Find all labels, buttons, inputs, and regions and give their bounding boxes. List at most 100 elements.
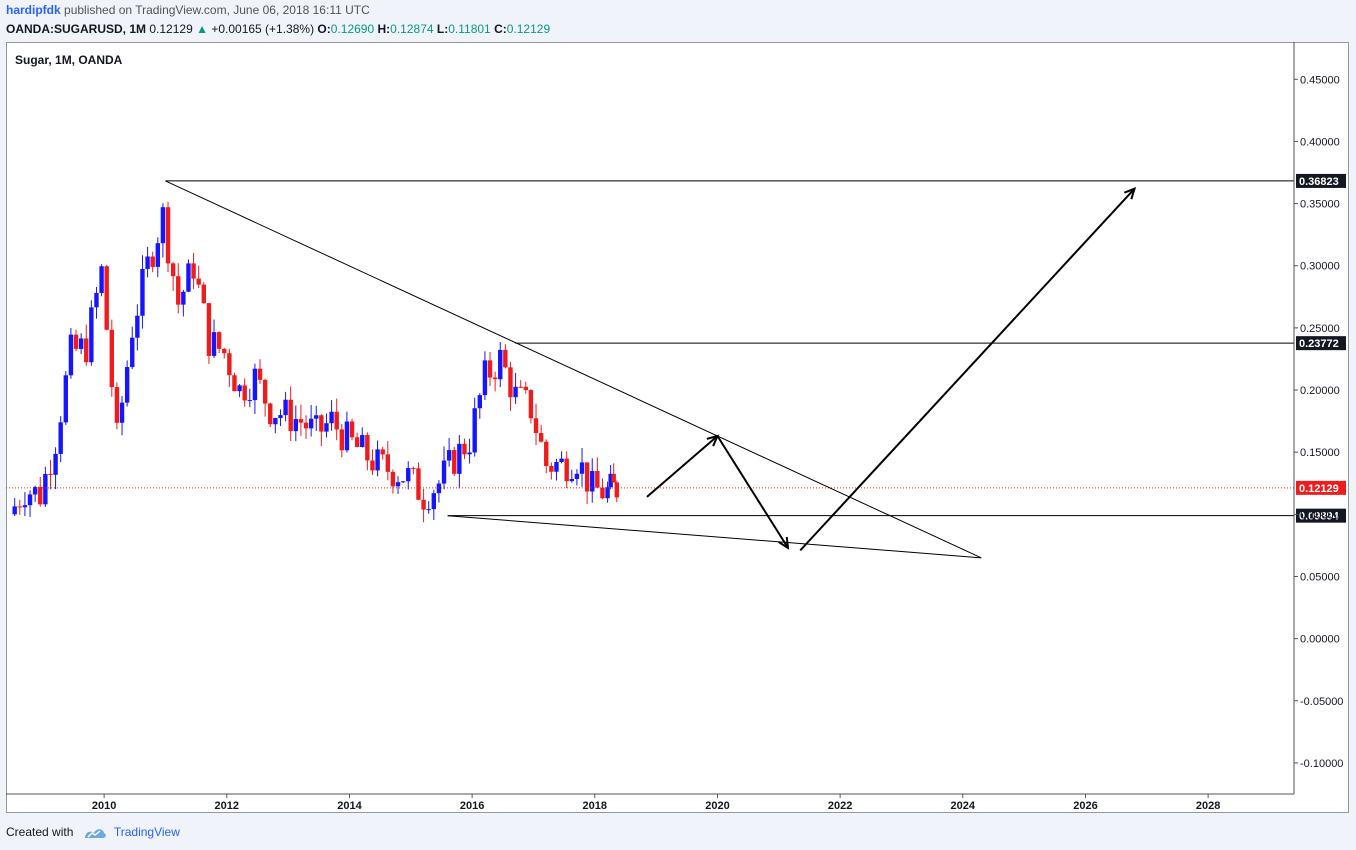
arrow-head-icon [778,536,790,550]
candle-body [135,315,140,338]
candle-body [145,256,150,269]
candle-body [262,379,268,404]
candle-body [329,411,334,424]
candle-body [38,486,43,505]
candle-body [278,415,283,419]
candle-body [380,449,385,455]
candle-body [73,334,79,349]
candle-body [181,291,186,305]
candle-body [293,419,298,432]
low-value: 0.11801 [448,22,491,36]
tradingview-link[interactable]: TradingView [113,825,180,839]
candle-body [344,421,350,451]
candle-body [482,360,488,396]
candle-body [247,400,252,402]
candle-body [109,329,114,388]
arrow-line [716,435,789,549]
symbol-name: OANDA:SUGARUSD, 1M [6,22,147,36]
candle-body [17,506,22,508]
open-value: 0.12690 [330,22,375,36]
candle-body [334,411,339,430]
candle-body [533,418,539,434]
candle-body [544,441,549,467]
trendline [447,515,982,559]
candle-body [564,458,569,482]
candle-body [584,462,590,492]
candle-body [124,367,130,403]
candle-body [375,449,380,471]
candle-body [63,375,68,423]
y-tick-label: 0.10000 [1300,509,1340,521]
candle-body [273,418,278,425]
candle-body [395,482,401,487]
trendline [165,180,982,559]
candle-body [446,450,452,461]
candle-body [611,473,616,483]
y-tick-label: -0.10000 [1300,758,1343,770]
x-tick-label: 2016 [460,800,484,812]
price-chart[interactable]: Sugar, 1M, OANDA 0.368230.237720.098940.… [6,42,1349,813]
current-price-label: 0.12129 [1299,483,1339,495]
candle-body [513,386,518,398]
candle-body [160,207,166,244]
candle-body [58,422,63,454]
candle-body [283,399,288,416]
candle-body [314,415,319,419]
high-label: H: [377,22,391,36]
candle-body [32,486,38,495]
level-price-label-bg [1296,336,1346,351]
candle-body [559,458,564,463]
y-tick-label: 0.45000 [1300,74,1340,86]
level-price-label: 0.23772 [1299,338,1339,350]
candle-body [411,468,416,470]
candle-body [176,276,181,305]
candle-body [298,419,304,423]
candle-body [22,505,28,508]
candle-body [227,353,232,376]
candle-body [288,399,293,432]
tradingview-logo-icon[interactable] [83,826,107,840]
candle-body [48,473,53,475]
candle-body [99,266,104,293]
candle-body [503,349,508,368]
x-tick-label: 2018 [583,800,607,812]
candle-body [498,349,503,380]
candle-body [523,386,528,391]
published-text: published on TradingView.com, June 06, 2… [64,3,370,17]
candle-body [600,487,605,499]
candle-body [339,429,344,451]
x-tick-label: 2028 [1196,800,1220,812]
candle-body [268,403,273,425]
drawings: 0.36823 0.23772 0.09894 0.12129 [6,173,1346,559]
candle-body [569,478,574,482]
candle-body [467,452,472,455]
arrow-head-icon [1123,186,1137,200]
y-tick-label: 0.40000 [1300,136,1340,148]
candle-body [308,418,314,429]
level-price-label-bg [1296,173,1346,188]
close-label: C: [494,22,507,36]
current-price-label-bg [1296,480,1346,495]
candle-body [211,332,217,356]
candle-body [237,385,242,392]
candle-body [365,435,370,461]
candle-body [492,377,498,380]
last-price: 0.12129 [149,22,193,36]
candle-body [472,408,477,453]
candle-body [252,368,258,401]
candle-body [421,499,426,510]
candle-body [324,423,329,432]
candle-body [140,268,145,316]
candle-body [574,473,580,479]
arrow-line [799,187,1136,552]
candle-body [528,390,534,419]
candle-body [150,256,155,267]
axes: 0.45000 0.40000 0.35000 0.30000 0.25000 0.200… [6,42,1343,812]
x-tick-label: 2010 [92,800,116,812]
candle-body [605,487,610,499]
y-tick-label: 0.00000 [1300,634,1340,646]
candle-body [487,360,493,378]
candle-body [186,263,191,292]
candle-body [538,433,544,442]
author-name[interactable]: hardipfdk [6,3,61,17]
